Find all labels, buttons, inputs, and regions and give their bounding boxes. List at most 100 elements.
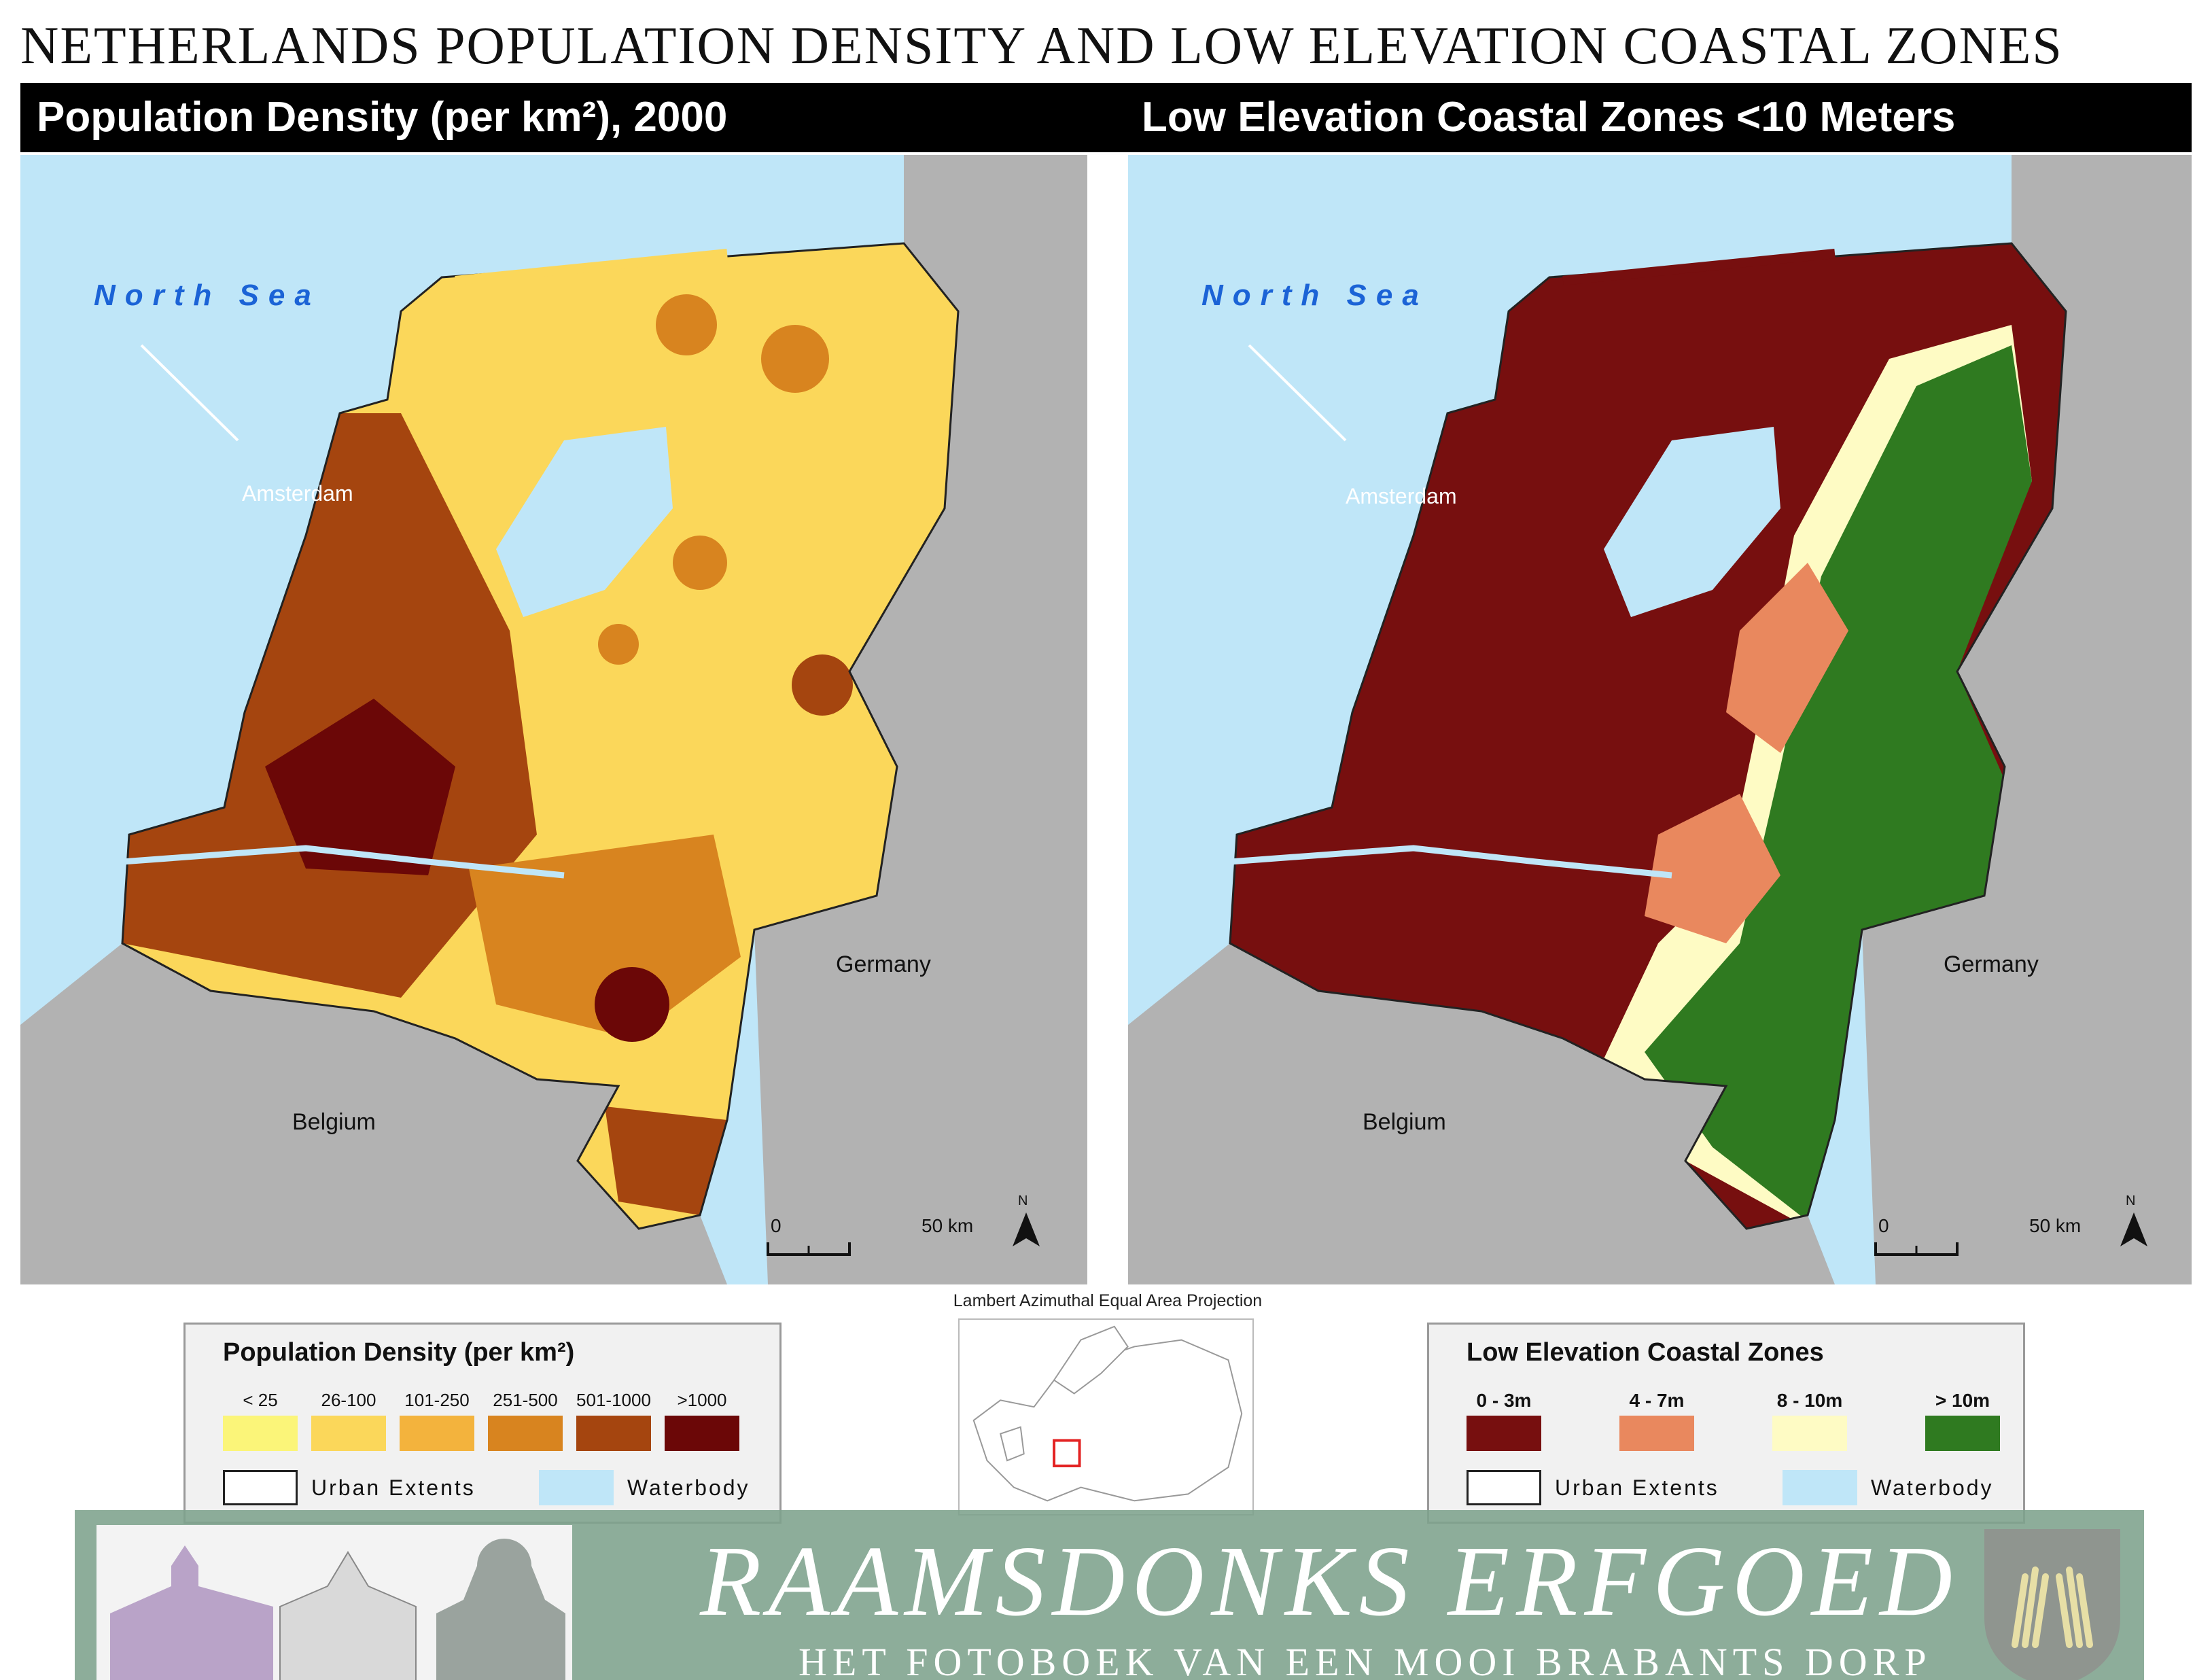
legend-elevation-zones: Low Elevation Coastal Zones 0 - 3m 4 - 7… bbox=[1427, 1323, 2025, 1524]
projection-label: Lambert Azimuthal Equal Area Projection bbox=[953, 1291, 1263, 1310]
ijsselmeer bbox=[496, 427, 673, 617]
legend-swatch bbox=[576, 1416, 651, 1451]
density-city-patch bbox=[598, 624, 639, 665]
density-city-patch bbox=[656, 294, 717, 355]
river bbox=[122, 845, 565, 879]
country-label-germany: Germany bbox=[836, 951, 931, 977]
north-arrow-icon bbox=[2120, 1212, 2147, 1246]
legend-swatch bbox=[223, 1416, 298, 1451]
legend-class-label: < 25 bbox=[243, 1390, 278, 1410]
main-title: NETHERLANDS POPULATION DENSITY AND LOW E… bbox=[20, 16, 2063, 75]
country-label-germany: Germany bbox=[1944, 951, 2039, 977]
legend-swatch bbox=[1772, 1416, 1847, 1451]
coat-of-arms-graphic bbox=[1984, 1529, 2120, 1680]
netherlands-border bbox=[1229, 242, 2067, 1230]
population-map-graphic bbox=[20, 155, 1087, 1284]
legend-class-label: >1000 bbox=[677, 1390, 727, 1410]
banner-subtitle: HET FOTOBOEK VAN EEN MOOI BRABANTS DORP bbox=[798, 1640, 1932, 1680]
watermark-banner: RAAMSDONKS ERFGOED HET FOTOBOEK VAN EEN … bbox=[75, 1510, 2144, 1680]
netherlands-border bbox=[121, 242, 960, 1230]
europe-inset-map bbox=[958, 1318, 1254, 1516]
shield-shape bbox=[1984, 1529, 2120, 1680]
legend-urban-swatch bbox=[223, 1470, 298, 1505]
legend-swatch bbox=[1619, 1416, 1694, 1451]
legend-class-label: 251-500 bbox=[493, 1390, 558, 1410]
legend-population-density: Population Density (per km²) < 25 26-100… bbox=[183, 1323, 782, 1524]
legend-class-label: 501-1000 bbox=[576, 1390, 651, 1410]
amsterdam-leader-line bbox=[1248, 344, 1347, 442]
north-arrow-icon bbox=[1013, 1212, 1040, 1246]
banner-title: RAAMSDONKS ERFGOED bbox=[700, 1526, 1959, 1637]
belgium-land bbox=[20, 943, 727, 1284]
population-density-map: North Sea Amsterdam Germany Belgium 0 50… bbox=[20, 155, 1087, 1284]
density-city-patch bbox=[673, 536, 727, 590]
wadden-islands bbox=[455, 249, 728, 285]
europe-outline bbox=[972, 1339, 1243, 1502]
legend-title: Population Density (per km²) bbox=[223, 1338, 575, 1367]
density-patch-limburg bbox=[605, 1106, 727, 1215]
country-label-belgium: Belgium bbox=[292, 1109, 376, 1135]
hand-right bbox=[2056, 1567, 2093, 1648]
zone-4-7m bbox=[1645, 794, 1780, 943]
legend-swatch bbox=[311, 1416, 386, 1451]
elevation-patches bbox=[1604, 325, 2032, 1229]
hand-left bbox=[2012, 1567, 2049, 1648]
density-city-patch bbox=[792, 654, 853, 716]
north-label: N bbox=[1018, 1193, 1028, 1208]
legend-class-label: > 10m bbox=[1935, 1390, 1990, 1411]
legend-urban-swatch bbox=[1467, 1470, 1541, 1505]
ijsselmeer bbox=[1604, 427, 1780, 617]
village-drawing-graphic bbox=[110, 1539, 565, 1680]
legend-class-label: 4 - 7m bbox=[1629, 1390, 1685, 1411]
elevation-zones-map: North Sea Amsterdam Germany Belgium 0 50… bbox=[1128, 155, 2192, 1284]
village-drawing bbox=[96, 1525, 572, 1680]
germany-land bbox=[754, 155, 1087, 1284]
legend-class-label: 101-250 bbox=[404, 1390, 470, 1410]
scale-end: 50 km bbox=[2029, 1215, 2082, 1236]
church-drawing bbox=[110, 1545, 273, 1680]
legend-swatch bbox=[1925, 1416, 2000, 1451]
sea-label: North Sea bbox=[1201, 279, 1428, 312]
density-patch-south bbox=[469, 835, 741, 1038]
wadden-islands bbox=[1562, 249, 1836, 285]
panel-header-elevation: Low Elevation Coastal Zones <10 Meters bbox=[1087, 83, 2192, 152]
elevation-map-graphic bbox=[1128, 155, 2192, 1284]
legend-swatch bbox=[488, 1416, 563, 1451]
legend-urban-label: Urban Extents bbox=[311, 1475, 476, 1500]
country-label-belgium: Belgium bbox=[1363, 1109, 1446, 1135]
townhall-drawing bbox=[279, 1551, 417, 1680]
legend-class-label: 8 - 10m bbox=[1776, 1390, 1843, 1411]
british-isles-outline bbox=[999, 1426, 1025, 1462]
legend-class-label: 0 - 3m bbox=[1476, 1390, 1532, 1411]
coat-of-arms-icon bbox=[1978, 1522, 2127, 1680]
europe-inset-graphic bbox=[972, 1325, 1243, 1502]
city-label-amsterdam: Amsterdam bbox=[1346, 484, 1457, 508]
legend-swatch bbox=[400, 1416, 474, 1451]
river bbox=[1229, 845, 1672, 879]
legend-swatch bbox=[1467, 1416, 1541, 1451]
scandinavia-outline bbox=[1053, 1325, 1129, 1395]
zone-4-7m bbox=[1726, 563, 1848, 753]
density-patch-core bbox=[265, 699, 455, 875]
netherlands-locator bbox=[1053, 1439, 1081, 1467]
belgium-land bbox=[1128, 943, 1835, 1284]
sea-label: North Sea bbox=[94, 279, 321, 312]
amsterdam-leader-line bbox=[140, 344, 239, 442]
panel-header-population: Population Density (per km²), 2000 bbox=[20, 83, 1087, 152]
domed-church-drawing bbox=[436, 1539, 565, 1680]
legend-water-swatch bbox=[539, 1470, 614, 1505]
legend-title: Low Elevation Coastal Zones bbox=[1467, 1338, 1824, 1367]
legend-class-label: 26-100 bbox=[321, 1390, 376, 1410]
scale-start: 0 bbox=[771, 1215, 782, 1236]
density-city-patch bbox=[595, 967, 669, 1042]
legend-swatch bbox=[665, 1416, 739, 1451]
north-label: N bbox=[2126, 1193, 2136, 1208]
scale-start: 0 bbox=[1878, 1215, 1889, 1236]
legend-water-label: Waterbody bbox=[1871, 1475, 1994, 1500]
zone-over-10m bbox=[1645, 345, 2032, 1229]
legend-urban-label: Urban Extents bbox=[1555, 1475, 1719, 1500]
scale-end: 50 km bbox=[921, 1215, 974, 1236]
germany-land bbox=[1862, 155, 2192, 1284]
legend-water-label: Waterbody bbox=[627, 1475, 750, 1500]
legend-water-swatch bbox=[1783, 1470, 1857, 1505]
